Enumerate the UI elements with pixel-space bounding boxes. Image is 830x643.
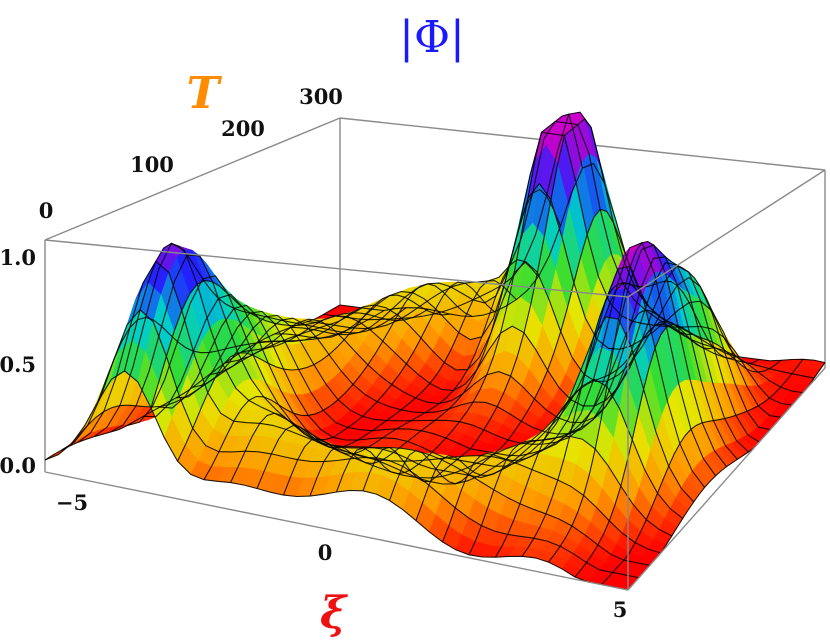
y-tick-label: 100 — [130, 152, 174, 177]
mesh-line — [282, 259, 539, 496]
y-tick-label: 300 — [299, 84, 343, 109]
z-axis-ticks: 1.0 0.5 0.0 — [0, 245, 36, 478]
x-tick-label: 5 — [613, 597, 628, 622]
mesh-line — [495, 320, 715, 558]
box-edge — [627, 169, 826, 298]
z-tick-label: 1.0 — [0, 245, 36, 270]
box-edge — [44, 117, 341, 241]
x-axis-ticks: −5 0 5 — [56, 490, 627, 622]
mesh-line — [601, 358, 804, 585]
surface-fill — [44, 111, 826, 591]
box-edge — [44, 471, 629, 591]
mesh-line — [521, 280, 737, 557]
z-tick-label: 0.0 — [0, 453, 36, 478]
mesh-line — [548, 241, 760, 563]
mesh-line — [256, 280, 517, 489]
mesh-line — [97, 310, 385, 402]
box-edge — [627, 367, 826, 591]
box-edge — [44, 239, 629, 298]
x-axis-label: ξ — [320, 588, 348, 639]
box-back — [44, 117, 826, 472]
mesh-line — [123, 242, 407, 372]
mesh-line — [44, 304, 341, 461]
x-tick-label: −5 — [56, 490, 88, 515]
mesh-line — [309, 188, 562, 497]
mesh-line — [388, 208, 628, 501]
mesh-line — [441, 309, 671, 543]
surface-mesh — [44, 111, 826, 591]
x-tick-label: 0 — [318, 540, 333, 565]
y-axis-label: T — [187, 68, 223, 119]
chart-title: |Φ| — [399, 12, 465, 63]
mesh-line — [230, 281, 495, 483]
mesh-line — [150, 279, 429, 408]
y-tick-label: 0 — [39, 198, 54, 223]
mesh-line — [335, 113, 584, 493]
mesh-line — [415, 282, 650, 521]
z-tick-label: 0.5 — [0, 352, 36, 377]
mesh-line — [71, 307, 363, 445]
y-axis-ticks: 0 100 200 300 — [39, 84, 343, 223]
mesh-line — [177, 294, 451, 462]
box-front — [44, 169, 826, 591]
y-tick-label: 200 — [221, 116, 265, 141]
mesh-line — [362, 118, 606, 491]
mesh-line — [203, 283, 473, 480]
mesh-line — [574, 323, 782, 578]
